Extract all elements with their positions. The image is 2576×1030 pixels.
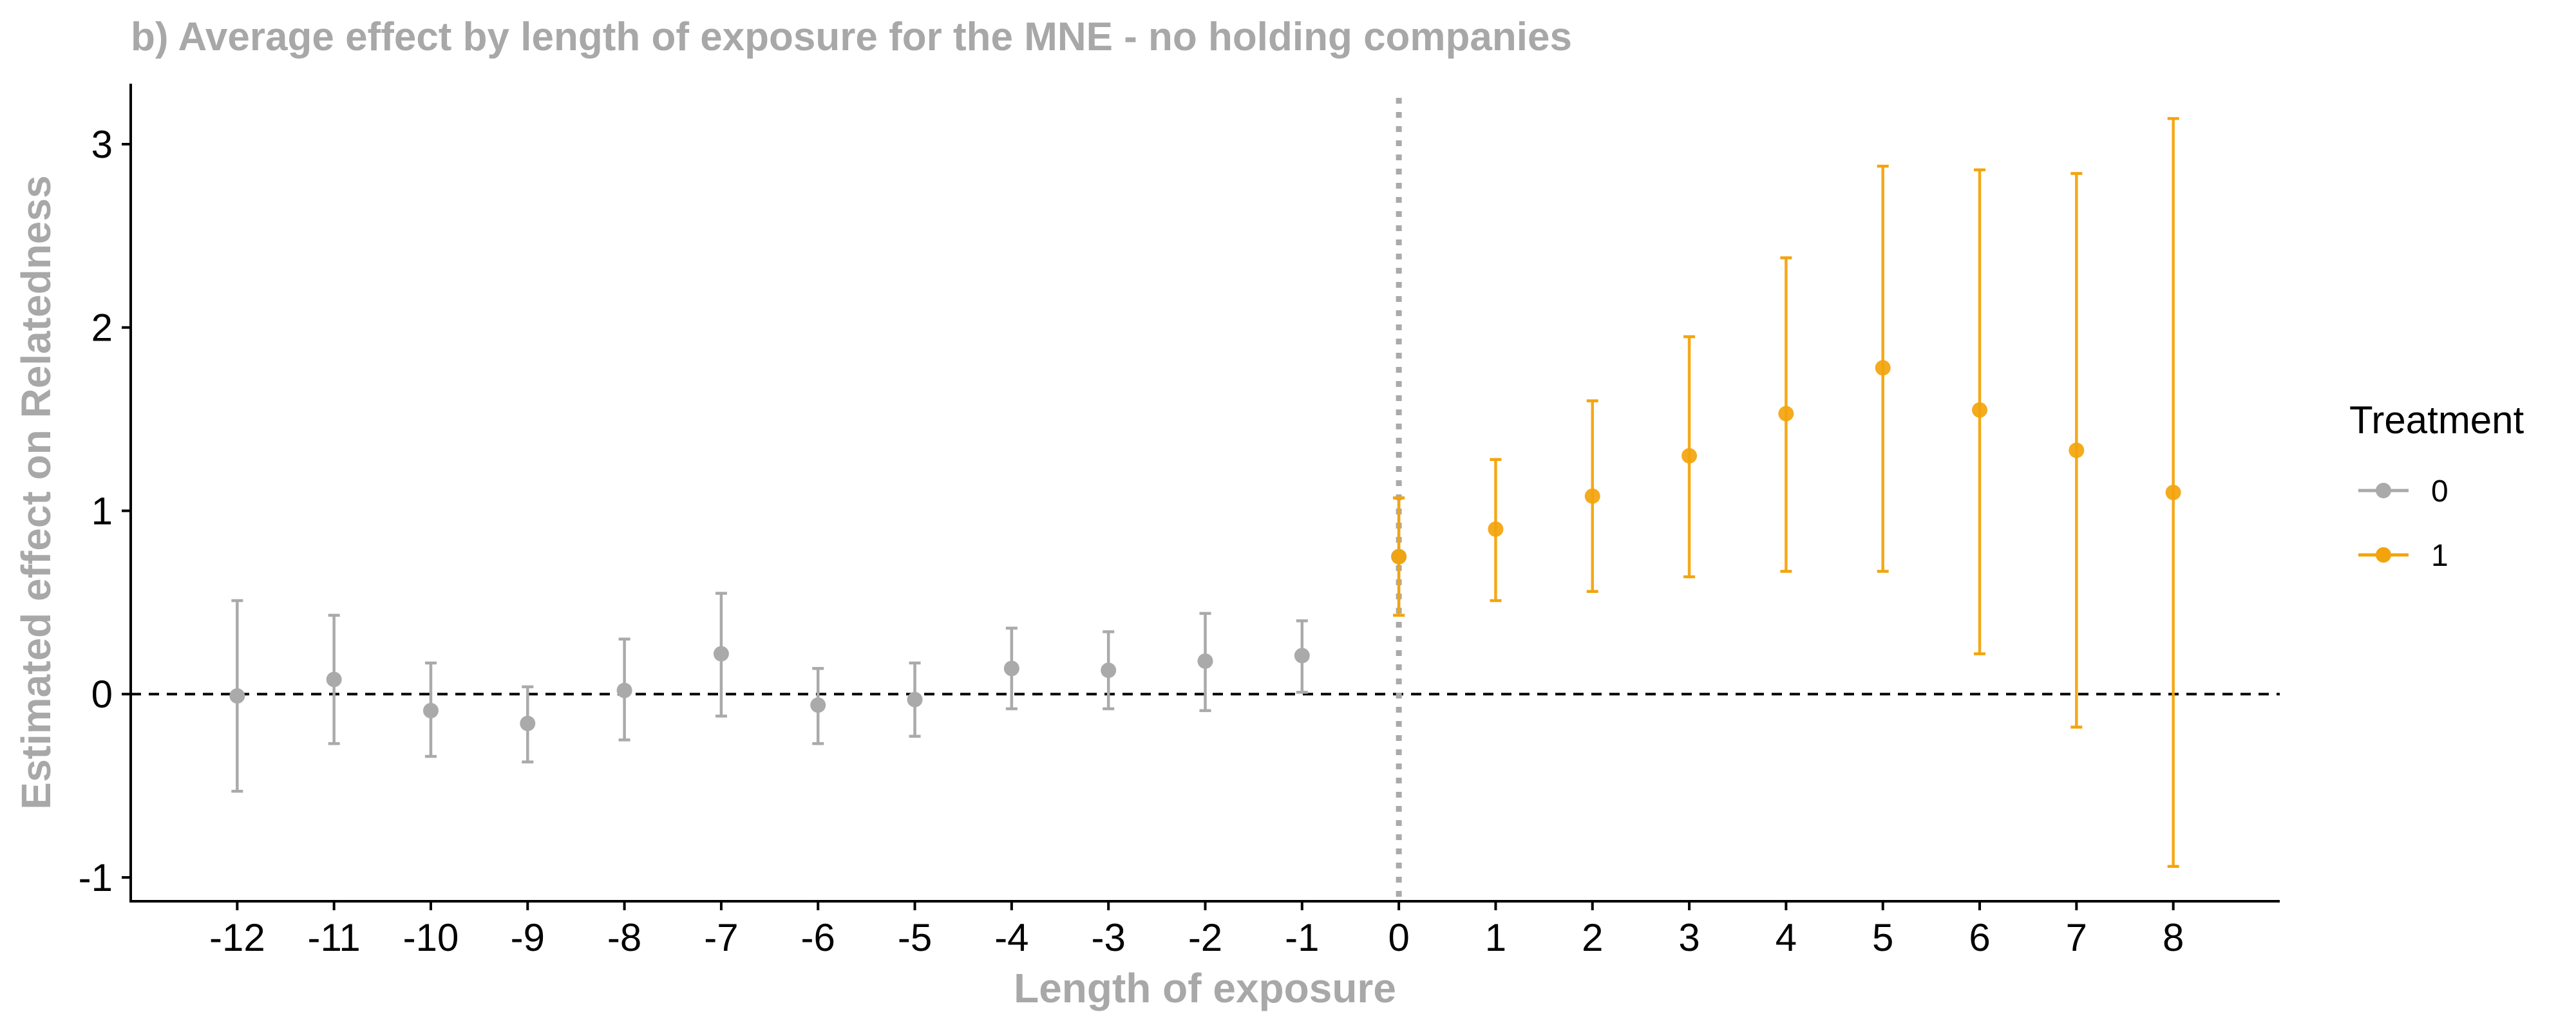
data-point <box>1681 448 1698 464</box>
series-1 <box>1391 117 2181 868</box>
x-tick-label: -12 <box>209 916 265 959</box>
y-tick-label: 0 <box>91 673 113 716</box>
series-0 <box>229 496 1407 793</box>
data-point <box>2069 442 2085 458</box>
x-axis-ticks: -12 -11 -10 -9 -8 -7 -6 -5 -4 -3 -2 -1 0 1 2 3 4 5 6 7 8 <box>209 901 2184 959</box>
data-point <box>1003 660 1019 677</box>
x-tick-label: -10 <box>403 916 459 959</box>
x-tick-label: 3 <box>1678 916 1700 959</box>
x-axis-title: Length of exposure <box>1014 965 1396 1011</box>
x-tick-label: -11 <box>308 916 361 959</box>
x-tick-label: -7 <box>704 916 738 959</box>
y-tick-label: 3 <box>91 123 113 166</box>
data-point <box>907 691 923 707</box>
data-point <box>1101 662 1117 679</box>
x-tick-label: -5 <box>898 916 932 959</box>
y-tick-label: 1 <box>91 489 113 532</box>
legend-label: 0 <box>2431 474 2448 509</box>
x-tick-label: -8 <box>607 916 641 959</box>
data-point <box>326 671 342 688</box>
x-tick-label: -3 <box>1092 916 1126 959</box>
x-tick-label: 4 <box>1776 916 1797 959</box>
data-point <box>1584 488 1600 504</box>
x-tick-label: 7 <box>2066 916 2087 959</box>
x-tick-label: -9 <box>511 916 545 959</box>
y-tick-label: -1 <box>79 856 113 899</box>
y-tick-label: 2 <box>91 306 113 350</box>
y-axis-title: Estimated effect on Relatedness <box>13 175 59 809</box>
chart-title: b) Average effect by length of exposure … <box>131 15 1572 59</box>
data-point <box>810 697 826 713</box>
x-tick-label: -4 <box>994 916 1028 959</box>
y-axis-ticks: -1 0 1 2 3 <box>79 123 131 899</box>
data-point <box>1294 648 1310 664</box>
data-point <box>2165 485 2181 500</box>
x-tick-label: 8 <box>2163 916 2184 959</box>
data-point <box>616 682 632 698</box>
legend-item-1: 1 <box>2358 539 2448 573</box>
data-point <box>1972 402 1988 418</box>
x-tick-label: -2 <box>1188 916 1222 959</box>
data-point <box>1488 521 1504 537</box>
x-tick-label: 1 <box>1485 916 1506 959</box>
plot-area <box>131 98 2280 901</box>
data-point <box>422 702 439 718</box>
data-point <box>1391 548 1407 565</box>
legend: Treatment 01 <box>2349 398 2524 573</box>
legend-item-0: 0 <box>2358 474 2448 509</box>
legend-label: 1 <box>2431 539 2448 573</box>
data-point <box>1778 406 1794 422</box>
x-tick-label: 5 <box>1872 916 1893 959</box>
x-tick-label: -1 <box>1285 916 1319 959</box>
data-point <box>1875 360 1891 376</box>
data-point <box>229 688 245 704</box>
legend-key-point <box>2376 483 2391 498</box>
data-point <box>1197 653 1213 669</box>
legend-items: 01 <box>2358 474 2448 573</box>
data-point <box>520 715 536 731</box>
x-tick-label: 0 <box>1388 916 1409 959</box>
x-tick-label: 2 <box>1582 916 1603 959</box>
legend-key-point <box>2376 547 2391 563</box>
x-tick-label: -6 <box>801 916 835 959</box>
x-tick-label: 6 <box>1969 916 1990 959</box>
legend-title: Treatment <box>2349 398 2524 442</box>
data-point <box>713 646 729 662</box>
